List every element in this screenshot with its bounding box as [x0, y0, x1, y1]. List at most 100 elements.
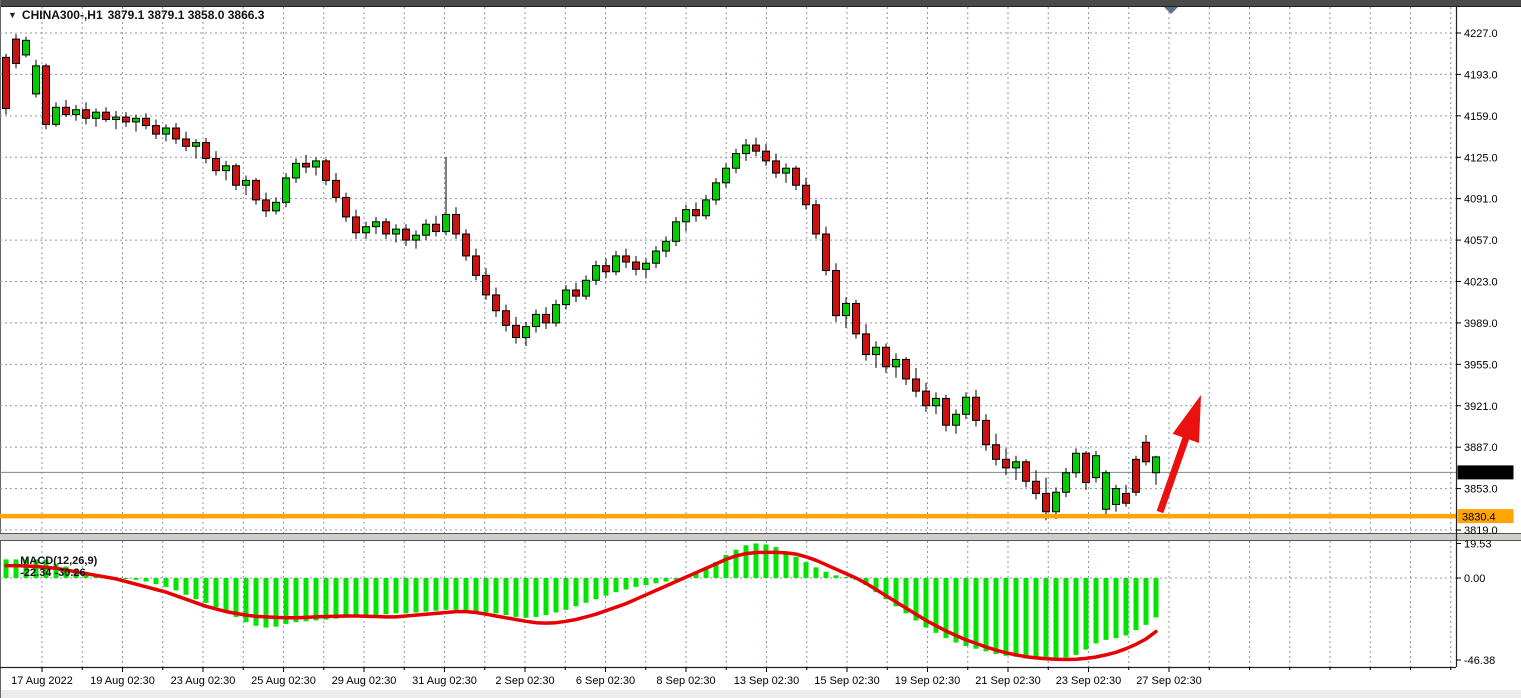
macd-histogram-bar: [383, 578, 389, 615]
candle: [52, 106, 60, 125]
macd-histogram-bar: [633, 578, 639, 587]
candle: [402, 228, 410, 241]
candle: [352, 216, 360, 234]
candle: [692, 209, 700, 217]
candle: [182, 138, 190, 147]
candle: [572, 289, 580, 297]
macd-histogram-bar: [263, 578, 269, 628]
macd-histogram-bar: [243, 578, 249, 623]
macd-histogram-bar: [933, 578, 939, 633]
macd-histogram-bar: [803, 562, 809, 578]
candle: [522, 326, 530, 339]
candle: [282, 177, 290, 203]
macd-histogram-bar: [153, 578, 159, 585]
chart-title: ▼ CHINA300-,H1 3879.1 3879.1 3858.0 3866…: [8, 8, 264, 22]
candle: [432, 223, 440, 233]
macd-histogram-bar: [843, 577, 849, 579]
candle: [682, 209, 690, 223]
trend-arrow-shaft[interactable]: [1156, 431, 1192, 514]
macd-histogram-bar: [363, 578, 369, 617]
candle: [902, 358, 910, 380]
macd-histogram-bar: [33, 559, 39, 578]
macd-histogram-bar: [163, 578, 169, 587]
price-axis-label: 3955.0: [1464, 359, 1498, 371]
macd-histogram-bar: [313, 578, 319, 621]
macd-histogram-bar: [643, 578, 649, 586]
candle: [1082, 452, 1090, 483]
candle: [712, 182, 720, 201]
candle: [302, 162, 310, 168]
candle: [342, 196, 350, 218]
macd-histogram-bar: [13, 559, 19, 578]
candle: [962, 396, 970, 415]
candle: [1142, 441, 1150, 463]
macd-histogram-bar: [1153, 578, 1159, 618]
trend-arrow-head[interactable]: [1172, 395, 1201, 444]
candle: [742, 144, 750, 155]
macd-histogram-bar: [553, 578, 559, 613]
macd-histogram-bar: [373, 578, 379, 616]
macd-histogram-bar: [173, 578, 179, 591]
macd-histogram-bar: [813, 567, 819, 578]
candle: [412, 234, 420, 241]
candle: [942, 397, 950, 426]
macd-histogram-bar: [693, 572, 699, 578]
macd-histogram-bar: [563, 578, 569, 610]
candle: [382, 221, 390, 235]
symbol-dropdown-icon[interactable]: ▼: [8, 9, 17, 20]
candle: [22, 39, 30, 56]
candle: [292, 162, 300, 179]
macd-histogram-bar: [53, 563, 59, 578]
macd-histogram-bar: [463, 578, 469, 611]
chart-shift-marker-icon[interactable]: [1164, 7, 1178, 14]
macd-histogram-bar: [483, 578, 489, 613]
macd-histogram-bar: [133, 578, 139, 580]
macd-histogram-bar: [963, 578, 969, 647]
candle: [122, 116, 130, 123]
price-axis-label: 4193.0: [1464, 69, 1498, 81]
macd-histogram-bar: [583, 578, 589, 603]
candle: [722, 167, 730, 184]
macd-histogram-bar: [323, 578, 329, 620]
macd-indicator-label: MACD(12,26,9) -22.34 -30.26: [8, 543, 97, 591]
candle: [702, 199, 710, 217]
candle: [602, 265, 610, 273]
macd-axis-label: 0.00: [1464, 573, 1485, 585]
time-axis-label: 27 Sep 02:30: [1136, 675, 1201, 687]
time-axis-label: 29 Aug 02:30: [332, 675, 397, 687]
candle: [1152, 456, 1160, 474]
candle: [1092, 455, 1100, 479]
candle: [622, 255, 630, 263]
panel-separator[interactable]: [0, 533, 1521, 541]
time-axis-label: 15 Sep 02:30: [814, 675, 879, 687]
macd-histogram-bar: [723, 555, 729, 578]
candle: [152, 125, 160, 135]
time-axis-label: 19 Sep 02:30: [895, 675, 960, 687]
candle: [992, 444, 1000, 460]
macd-histogram-bar: [743, 545, 749, 578]
macd-histogram-bar: [623, 578, 629, 590]
macd-histogram-bar: [1083, 578, 1089, 650]
macd-histogram-bar: [123, 578, 129, 579]
macd-histogram-bar: [183, 578, 189, 595]
candle: [452, 214, 460, 235]
candle: [652, 250, 660, 264]
macd-histogram-bar: [983, 578, 989, 652]
candle: [42, 65, 50, 125]
time-axis-label: 17 Aug 2022: [11, 675, 73, 687]
macd-histogram-bar: [1013, 578, 1019, 657]
macd-histogram-bar: [343, 578, 349, 618]
macd-histogram-bar: [653, 578, 659, 584]
candle: [1102, 472, 1110, 510]
candle: [1132, 458, 1140, 493]
time-axis-label: 6 Sep 02:30: [576, 675, 635, 687]
candle: [502, 310, 510, 326]
candle: [822, 233, 830, 272]
macd-histogram-bar: [953, 578, 959, 643]
macd-histogram-bar: [3, 559, 9, 578]
macd-histogram-bar: [1003, 578, 1009, 656]
macd-histogram-bar: [923, 578, 929, 628]
candle: [552, 304, 560, 324]
macd-histogram-bar: [303, 578, 309, 622]
